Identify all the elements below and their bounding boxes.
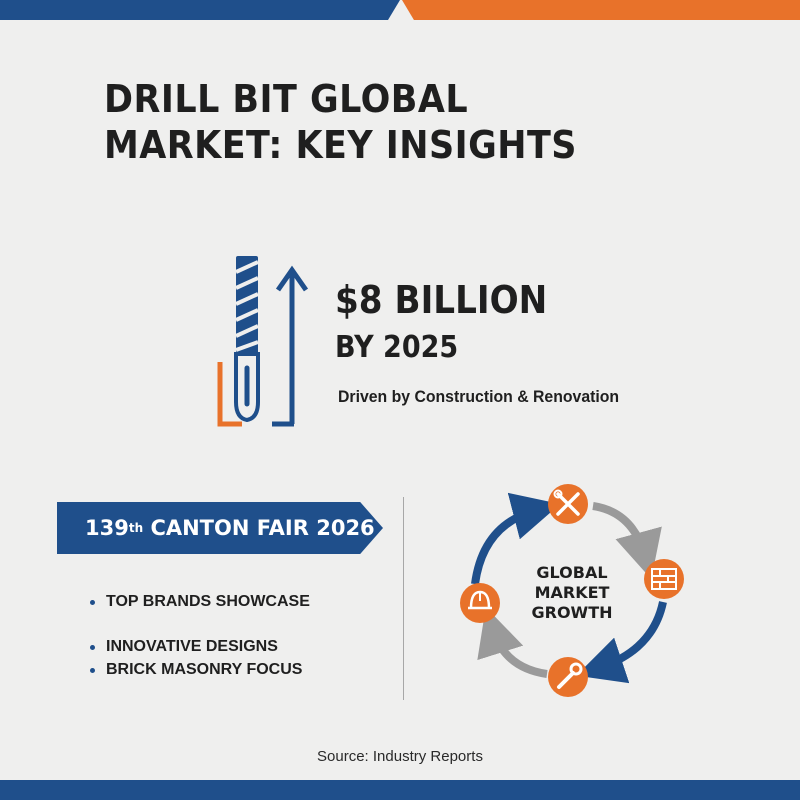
highlight-label: INNOVATIVE DESIGNS bbox=[106, 638, 278, 655]
title-line-2: MARKET: KEY INSIGHTS bbox=[104, 123, 577, 167]
cycle-arrow-top-right bbox=[592, 502, 662, 580]
cycle-arrow-bottom-left bbox=[477, 607, 548, 678]
market-driver-note: Driven by Construction & Renovation bbox=[338, 387, 620, 406]
cycle-label-line-1: GLOBAL bbox=[536, 563, 608, 582]
event-number: 139 bbox=[85, 516, 129, 540]
event-name: CANTON FAIR 2026 bbox=[150, 516, 375, 540]
list-item: INNOVATIVE DESIGNS bbox=[90, 638, 278, 656]
drill-growth-icon bbox=[217, 256, 309, 427]
cycle-arrow-bottom-right bbox=[576, 601, 667, 684]
top-accent-bar-orange bbox=[402, 0, 800, 20]
cycle-label-line-2: MARKET bbox=[534, 583, 610, 602]
market-timeframe: BY 2025 bbox=[335, 330, 459, 365]
bullet-dot-icon bbox=[90, 599, 95, 605]
highlight-label: TOP BRANDS SHOWCASE bbox=[106, 593, 310, 610]
page-title: DRILL BIT GLOBAL MARKET: KEY INSIGHTS bbox=[104, 76, 619, 168]
section-divider bbox=[403, 497, 404, 700]
cycle-label-line-3: GROWTH bbox=[531, 603, 613, 622]
list-item: TOP BRANDS SHOWCASE bbox=[90, 593, 310, 611]
bottom-accent-bar bbox=[0, 780, 800, 800]
growth-cycle-diagram bbox=[460, 484, 684, 697]
bullet-dot-icon bbox=[90, 667, 95, 673]
title-line-1: DRILL BIT GLOBAL bbox=[104, 77, 469, 121]
top-accent-bar-blue bbox=[0, 0, 400, 20]
brick-wall-icon bbox=[644, 559, 684, 599]
tools-icon bbox=[548, 484, 588, 524]
cycle-arrow-top-left bbox=[471, 492, 561, 585]
cycle-center-label: GLOBAL MARKET GROWTH bbox=[512, 563, 632, 623]
list-item: BRICK MASONRY FOCUS bbox=[90, 661, 302, 679]
source-note: Source: Industry Reports bbox=[317, 748, 483, 765]
market-value: $8 BILLION bbox=[335, 278, 548, 322]
hard-hat-icon bbox=[460, 583, 500, 623]
bullet-dot-icon bbox=[90, 644, 95, 650]
highlight-label: BRICK MASONRY FOCUS bbox=[106, 661, 303, 678]
wrench-icon bbox=[548, 657, 588, 697]
